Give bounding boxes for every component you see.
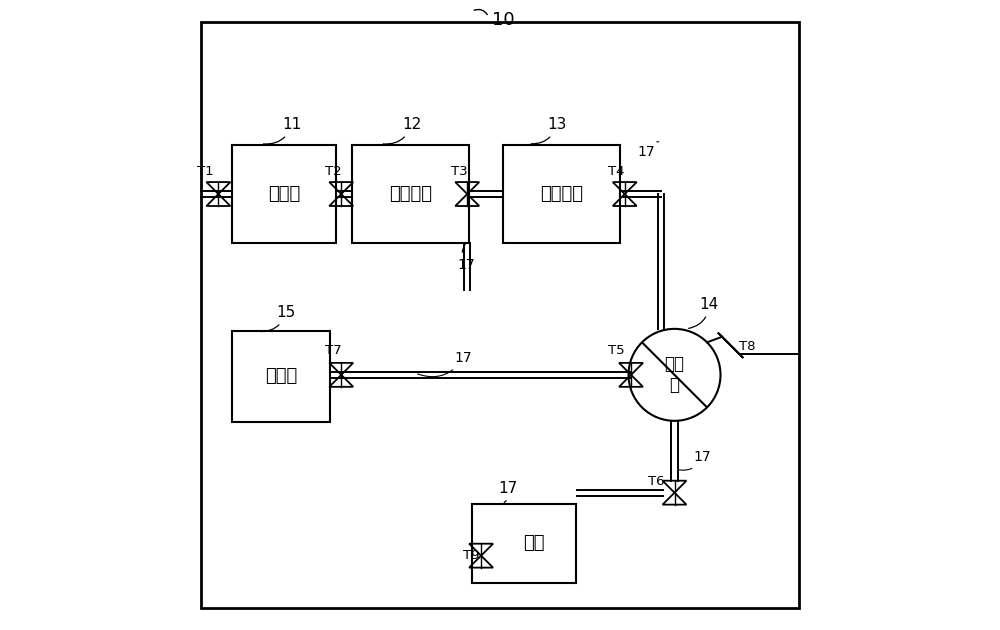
Text: 13: 13 [531, 117, 567, 144]
Bar [232, 331, 330, 422]
Text: 分票模块: 分票模块 [389, 185, 432, 203]
Bar [352, 145, 469, 243]
Text: T2: T2 [325, 165, 342, 178]
Text: 存票口: 存票口 [268, 185, 300, 203]
Text: T4: T4 [608, 165, 625, 178]
Text: 12: 12 [383, 117, 422, 144]
Text: 换向
器: 换向 器 [665, 355, 685, 394]
Text: 退票槽: 退票槽 [265, 367, 297, 386]
Text: 17: 17 [499, 481, 518, 503]
Text: T9: T9 [463, 549, 480, 562]
Text: 10: 10 [492, 11, 514, 29]
Bar [472, 504, 576, 583]
Text: T5: T5 [608, 345, 625, 357]
Text: 票笱: 票笱 [523, 534, 545, 553]
Bar [232, 145, 336, 243]
Text: 17: 17 [458, 243, 475, 272]
Text: 11: 11 [263, 117, 302, 144]
Text: T1: T1 [197, 165, 213, 178]
Bar [503, 145, 620, 243]
Text: 15: 15 [260, 305, 296, 331]
Text: 17: 17 [418, 352, 472, 377]
Text: T8: T8 [739, 340, 756, 353]
Text: 17: 17 [637, 142, 659, 159]
Text: T7: T7 [325, 345, 341, 357]
Text: T3: T3 [451, 165, 467, 178]
Text: T6: T6 [648, 476, 664, 488]
Text: 17: 17 [679, 450, 711, 470]
Text: 14: 14 [689, 297, 719, 328]
Text: 鉴别模块: 鉴别模块 [540, 185, 583, 203]
